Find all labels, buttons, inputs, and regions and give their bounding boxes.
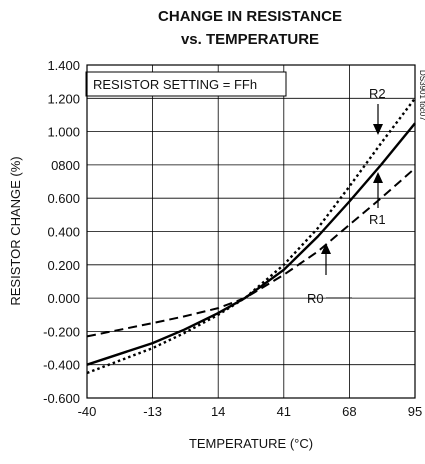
- r2-label: R2: [369, 86, 386, 101]
- chart-title: CHANGE IN RESISTANCE: [158, 8, 342, 25]
- y-tick-label: 1.000: [47, 125, 80, 140]
- r1-label: R1: [369, 212, 386, 227]
- y-tick-label: 0800: [51, 158, 80, 173]
- x-tick-label: -13: [143, 404, 162, 419]
- y-tick-label: 0.200: [47, 258, 80, 273]
- y-tick-label: 1.200: [47, 91, 80, 106]
- r1-arrow: [373, 172, 383, 208]
- r0-arrow: [321, 243, 352, 299]
- x-tick-label: 68: [342, 404, 356, 419]
- r0-label: R0: [307, 291, 324, 306]
- setting-box: [85, 71, 287, 97]
- chart-subtitle: vs. TEMPERATURE: [181, 31, 319, 48]
- plot-frame: [86, 64, 416, 399]
- y-tick-label: 0.600: [47, 191, 80, 206]
- x-axis-label: TEMPERATURE (°C): [189, 436, 313, 451]
- r2-arrow: [373, 104, 383, 135]
- y-tick-label: -0.200: [43, 324, 80, 339]
- x-tick-label: 95: [408, 404, 422, 419]
- y-tick-label: -0.600: [43, 391, 80, 406]
- y-tick-label: 0.000: [47, 291, 80, 306]
- x-tick-label: 14: [211, 404, 225, 419]
- tick-labels: -40 -13 14 41 68 95 -0.600 -0.400 -0.200 0.000 0.2…: [43, 58, 422, 419]
- figure-id: DS3901 toc07: [418, 70, 425, 121]
- y-axis-label: RESISTOR CHANGE (%): [8, 156, 23, 305]
- setting-annotation: RESISTOR SETTING = FFh: [93, 77, 257, 92]
- series-line-r0: [86, 122, 416, 366]
- y-tick-label: 0.400: [47, 225, 80, 240]
- y-tick-label: 1.400: [47, 58, 80, 73]
- x-tick-label: -40: [78, 404, 97, 419]
- series-line-r1: [86, 167, 416, 338]
- y-tick-label: -0.400: [43, 358, 80, 373]
- x-tick-label: 41: [277, 404, 291, 419]
- series-layer: [86, 97, 416, 375]
